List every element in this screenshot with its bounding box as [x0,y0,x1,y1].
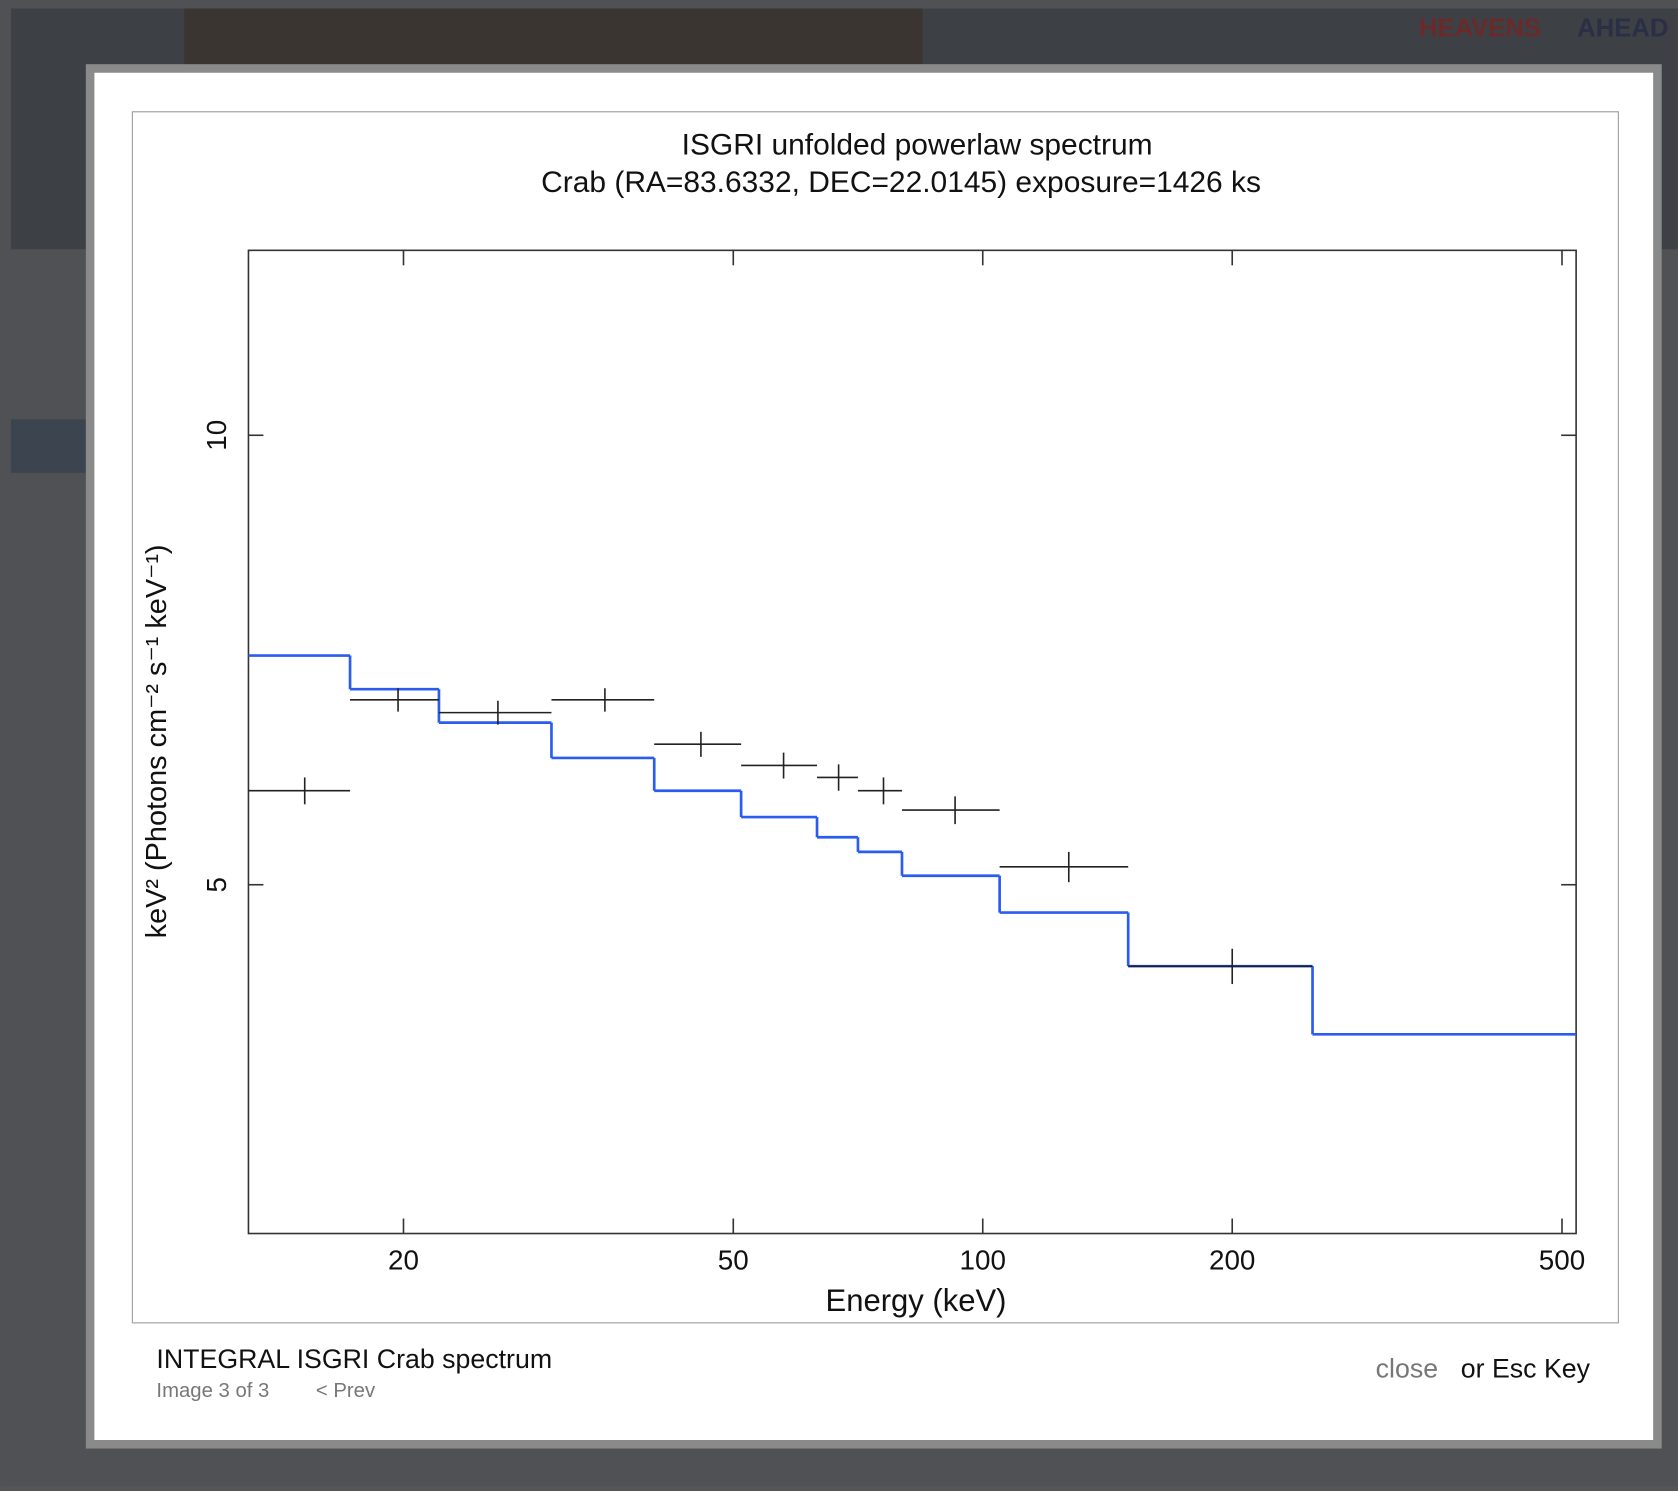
x-axis-label: Energy (keV) [826,1283,1007,1318]
header-photo [184,8,923,68]
x-tick-label: 100 [960,1245,1006,1276]
prev-link[interactable]: < Prev [316,1380,376,1402]
close-link[interactable]: close [1376,1354,1438,1384]
close-hint: or Esc Key [1461,1354,1591,1384]
logo-word: HEAVENS [1419,15,1541,43]
logo-word: AHEAD [1577,15,1668,43]
image-counter: Image 3 of 3 [156,1380,269,1402]
x-tick-label: 50 [718,1245,749,1276]
x-tick-label: 20 [388,1245,419,1276]
x-tick-label: 500 [1539,1245,1585,1276]
nav-bar [10,419,86,473]
chart-subtitle: Crab (RA=83.6332, DEC=22.0145) exposure=… [541,166,1261,199]
chart-title: ISGRI unfolded powerlaw spectrum [682,128,1153,161]
y-axis-label: keV² (Photons cm⁻² s⁻¹ keV⁻¹) [141,544,173,938]
image-frame [131,111,1619,1324]
y-tick-label: 10 [201,420,232,451]
x-tick-label: 200 [1209,1245,1255,1276]
plot-frame [247,249,1577,1235]
y-tick-label: 5 [201,877,232,892]
caption-title: INTEGRAL ISGRI Crab spectrum [156,1344,552,1374]
